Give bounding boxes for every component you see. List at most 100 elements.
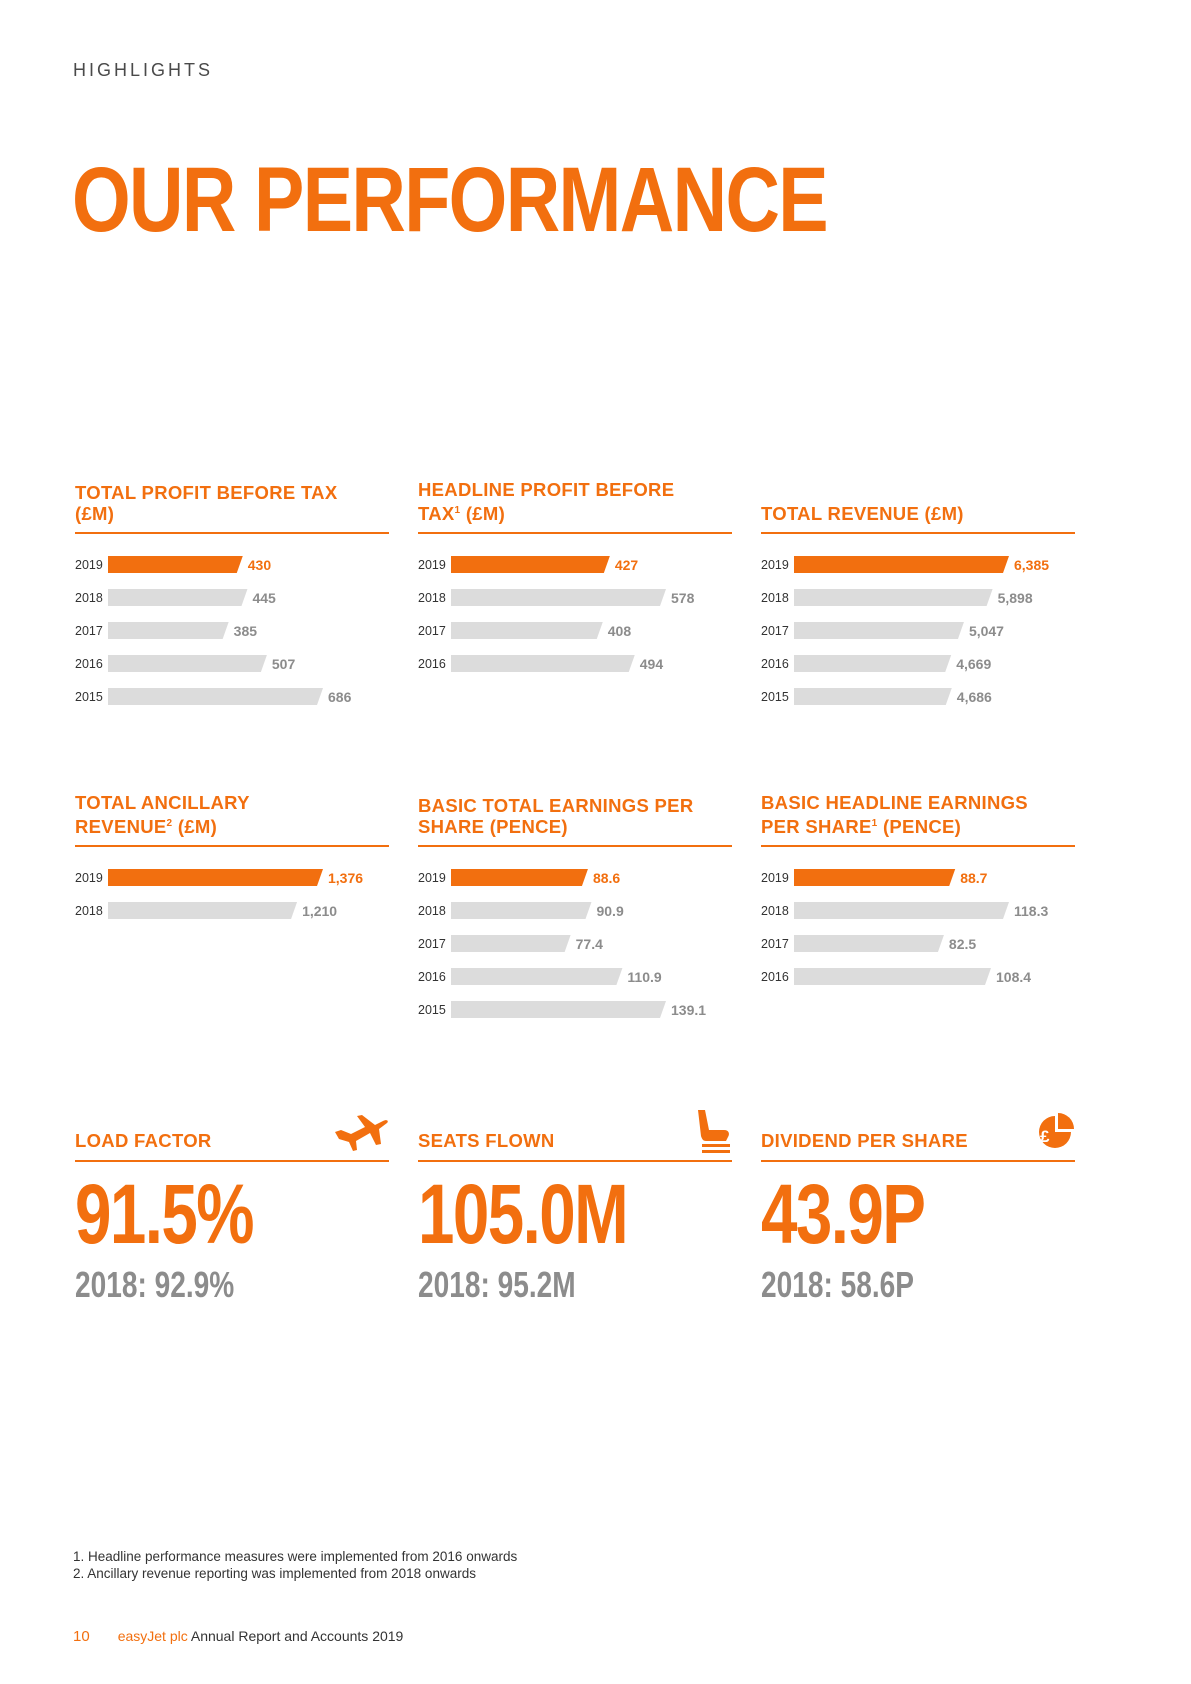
value-label: 88.6 — [593, 870, 620, 886]
bar — [451, 655, 635, 672]
bar — [794, 935, 944, 952]
section-label: HIGHLIGHTS — [73, 60, 214, 80]
kpi-load-factor: LOAD FACTOR 91.5% 2018: 92.9% — [75, 1106, 389, 1305]
bar — [108, 688, 323, 705]
kpi-seats-flown: SEATS FLOWN 105.0M 2018: 95.2M — [418, 1106, 732, 1305]
bar-chart: 2019 430 2018 445 2017 385 2016 507 2015 686 — [75, 556, 352, 705]
value-label: 5,047 — [969, 623, 1004, 639]
bar — [108, 589, 248, 606]
value-label: 77.4 — [576, 936, 603, 952]
value-label: 1,376 — [328, 870, 363, 886]
value-label: 88.7 — [960, 870, 987, 886]
bar — [451, 902, 592, 919]
bar-chart: 2019 88.7 2018 118.3 2017 82.5 2016 108.4 — [761, 869, 1048, 985]
bar-row: 2015 686 — [75, 688, 352, 705]
airplane-icon — [335, 1115, 388, 1151]
bar — [108, 556, 243, 573]
category-label: 2019 — [418, 558, 446, 572]
bar — [451, 556, 610, 573]
bar — [794, 556, 1009, 573]
value-label: 90.9 — [596, 903, 623, 919]
footer-brand: easyJet plc — [117, 1628, 188, 1644]
kpi-title: DIVIDEND PER SHARE — [761, 1130, 968, 1151]
kpi-previous: 2018: 58.6P — [761, 1264, 915, 1305]
kpi-header: SEATS FLOWN — [418, 1106, 732, 1162]
category-label: 2018 — [761, 904, 789, 918]
bar — [794, 688, 952, 705]
value-label: 427 — [615, 557, 639, 573]
page-title: OUR PERFORMANCE — [72, 149, 829, 251]
bar — [794, 589, 993, 606]
bar-row: 2016 110.9 — [418, 968, 662, 985]
value-label: 430 — [248, 557, 272, 573]
category-label: 2017 — [418, 624, 446, 638]
category-label: 2015 — [75, 690, 103, 704]
category-label: 2016 — [418, 657, 446, 671]
chart-basic-headline-eps: BASIC HEADLINE EARNINGS PER SHARE1 (PENCE… — [761, 792, 1075, 985]
bar — [451, 589, 666, 606]
page-number: 10 — [73, 1628, 90, 1645]
bar-chart: 2019 6,385 2018 5,898 2017 5,047 2016 4,669 2015… — [761, 556, 1049, 705]
page-footer: 10 easyJet plc Annual Report and Accounts… — [73, 1628, 403, 1645]
value-label: 139.1 — [671, 1002, 706, 1018]
chart-header: BASIC HEADLINE EARNINGS PER SHARE1 (PENCE… — [761, 792, 1075, 847]
category-label: 2018 — [418, 591, 446, 605]
value-label: 5,898 — [998, 590, 1033, 606]
bar-row: 2017 385 — [75, 622, 257, 639]
category-label: 2017 — [75, 624, 103, 638]
category-label: 2015 — [761, 690, 789, 704]
category-label: 2017 — [761, 624, 789, 638]
value-label: 507 — [272, 656, 296, 672]
bar — [794, 655, 952, 672]
bar-chart: 2019 427 2018 578 2017 408 2016 494 — [418, 556, 695, 672]
category-label: 2017 — [418, 937, 446, 951]
bar-row: 2016 4,669 — [761, 655, 991, 672]
category-label: 2018 — [75, 904, 103, 918]
bar — [451, 1001, 666, 1018]
category-label: 2018 — [761, 591, 789, 605]
bar-row: 2018 445 — [75, 589, 276, 606]
value-label: 686 — [328, 689, 352, 705]
kpi-header: DIVIDEND PER SHARE £ — [761, 1106, 1075, 1162]
category-label: 2019 — [761, 558, 789, 572]
bar-row: 2019 6,385 — [761, 556, 1049, 573]
bar-row: 2018 5,898 — [761, 589, 1033, 606]
bar-row: 2015 4,686 — [761, 688, 992, 705]
pound-pie-icon: £ — [1039, 1113, 1074, 1148]
kpi-previous: 2018: 95.2M — [418, 1264, 576, 1305]
value-label: 1,210 — [302, 903, 337, 919]
kpi-value: 105.0M — [418, 1167, 629, 1261]
chart-header: TOTAL REVENUE (£M) — [761, 480, 1075, 534]
footnote: 2. Ancillary revenue reporting was imple… — [73, 1566, 476, 1581]
value-label: 6,385 — [1014, 557, 1049, 573]
bar-row: 2016 494 — [418, 655, 663, 672]
seat-icon — [698, 1110, 730, 1153]
bar-chart: 2019 88.6 2018 90.9 2017 77.4 2016 110.9 2015 139… — [418, 869, 706, 1018]
kpi-header: LOAD FACTOR — [75, 1106, 389, 1162]
bar — [794, 968, 992, 985]
category-label: 2016 — [761, 657, 789, 671]
footnotes: 1. Headline performance measures were im… — [73, 1548, 517, 1582]
category-label: 2015 — [418, 1003, 446, 1017]
footer-text: Annual Report and Accounts 2019 — [187, 1628, 404, 1644]
value-label: 108.4 — [996, 969, 1031, 985]
bar-row: 2016 108.4 — [761, 968, 1031, 985]
kpi-previous: 2018: 92.9% — [75, 1264, 235, 1305]
value-label: 385 — [234, 623, 258, 639]
chart-total-ancillary-revenue: TOTAL ANCILLARY REVENUE2 (£M) 2019 1,376 20… — [75, 792, 389, 919]
bar — [451, 968, 623, 985]
svg-text:£: £ — [1040, 1127, 1050, 1146]
bar — [451, 622, 603, 639]
chart-header: HEADLINE PROFIT BEFORE TAX1 (£M) — [418, 479, 732, 534]
bar — [794, 902, 1009, 919]
bar — [794, 622, 964, 639]
bar-row: 2018 90.9 — [418, 902, 624, 919]
chart-header: TOTAL PROFIT BEFORE TAX (£M) — [75, 480, 389, 534]
category-label: 2017 — [761, 937, 789, 951]
chart-title: BASIC TOTAL EARNINGS PER SHARE (PENCE) — [418, 795, 694, 837]
bar-row: 2018 578 — [418, 589, 695, 606]
bar — [108, 902, 298, 919]
value-label: 82.5 — [949, 936, 976, 952]
chart-total-revenue: TOTAL REVENUE (£M) 2019 6,385 2018 5,898 201… — [761, 480, 1075, 705]
value-label: 110.9 — [627, 969, 661, 985]
